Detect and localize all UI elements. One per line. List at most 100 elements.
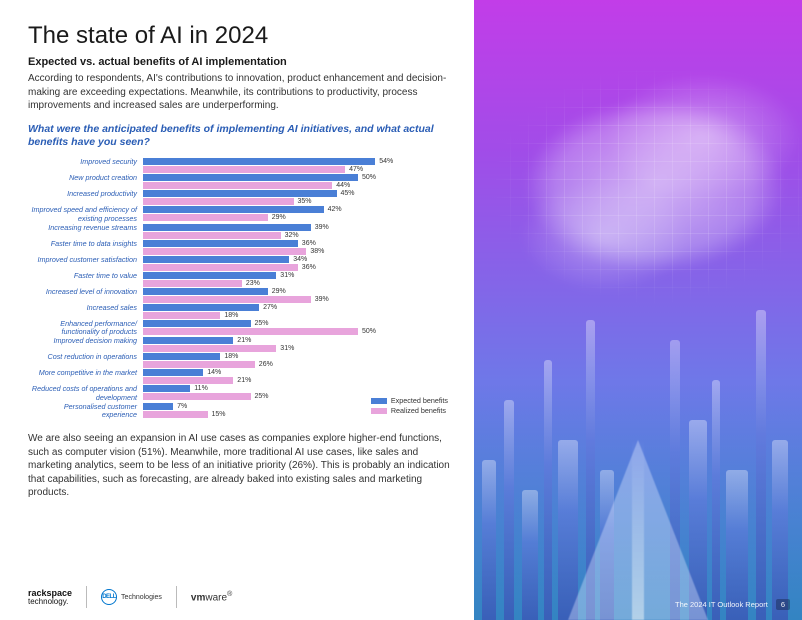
bar-expected: 27%: [143, 303, 456, 311]
bar-group: 34%36%: [143, 255, 456, 271]
bar-fill: [143, 288, 268, 295]
dell-logo-sub: Technologies: [121, 594, 162, 601]
bar-value: 7%: [177, 403, 187, 410]
category-label: Improved decision making: [28, 337, 143, 346]
bar-value: 50%: [362, 174, 376, 181]
vmware-logo: vmware®: [191, 591, 232, 603]
bar-group: 42%29%: [143, 206, 456, 222]
bar-value: 23%: [246, 280, 260, 287]
bar-value: 36%: [302, 240, 316, 247]
bar-realized: 39%: [143, 295, 456, 303]
bar-realized: 18%: [143, 311, 456, 319]
bar-fill: [143, 312, 220, 319]
bar-fill: [143, 272, 276, 279]
category-label: Enhanced performance/ functionality of p…: [28, 319, 143, 336]
bar-fill: [143, 206, 324, 213]
bar-value: 54%: [379, 158, 393, 165]
legend-swatch-realized: [371, 408, 387, 414]
bar-expected: 21%: [143, 337, 456, 345]
bar-value: 18%: [224, 312, 238, 319]
page-title: The state of AI in 2024: [28, 22, 456, 50]
bar-realized: 26%: [143, 361, 456, 369]
bar-realized: 31%: [143, 345, 456, 353]
bar-value: 47%: [349, 166, 363, 173]
bar-expected: 36%: [143, 239, 456, 247]
logo-divider: [86, 586, 87, 608]
chart-question: What were the anticipated benefits of im…: [28, 123, 448, 150]
bar-fill: [143, 411, 208, 418]
bar-expected: 11%: [143, 385, 456, 393]
bar-realized: 44%: [143, 182, 456, 190]
bar-fill: [143, 198, 294, 205]
category-label: Increased level of innovation: [28, 287, 143, 296]
chart-row: Improved speed and efficiency of existin…: [28, 206, 456, 223]
bar-value: 26%: [259, 361, 273, 368]
category-label: Reduced costs of operations and developm…: [28, 385, 143, 402]
bar-expected: 34%: [143, 255, 456, 263]
chart-row: Cost reduction in operations18%26%: [28, 353, 456, 369]
bar-value: 42%: [328, 206, 342, 213]
chart-row: Faster time to data insights36%38%: [28, 239, 456, 255]
bar-value: 14%: [207, 369, 221, 376]
bar-fill: [143, 182, 332, 189]
bar-value: 45%: [341, 190, 355, 197]
bar-expected: 29%: [143, 287, 456, 295]
report-name: The 2024 IT Outlook Report: [675, 600, 768, 609]
legend-swatch-expected: [371, 398, 387, 404]
bar-value: 44%: [336, 182, 350, 189]
bar-value: 11%: [194, 385, 208, 392]
bar-group: 29% 39%: [143, 287, 456, 303]
bar-fill: [143, 214, 268, 221]
bar-value: 21%: [237, 337, 251, 344]
dell-logo: DELL Technologies: [101, 589, 162, 605]
bar-value: 39%: [315, 224, 329, 231]
category-label: New product creation: [28, 174, 143, 183]
category-label: Faster time to value: [28, 271, 143, 280]
bar-fill: [143, 403, 173, 410]
bar-fill: [143, 393, 251, 400]
bar-group: 36%38%: [143, 239, 456, 255]
bar-realized: 32%: [143, 231, 456, 239]
legend-realized: Realized benefits: [371, 406, 448, 415]
page-number: 6: [776, 599, 790, 610]
bar-fill: [143, 174, 358, 181]
chart-row: Faster time to value31%23%: [28, 271, 456, 287]
chart-row: Improved customer satisfaction34%36%: [28, 255, 456, 271]
bar-group: 27% 18%: [143, 303, 456, 319]
chart-row: Increased sales27%18%: [28, 303, 456, 319]
chart-row: More competitive in the market14%21%: [28, 369, 456, 385]
bar-value: 18%: [224, 353, 238, 360]
content-column: The state of AI in 2024 Expected vs. act…: [0, 0, 474, 620]
bar-fill: [143, 158, 375, 165]
bar-fill: [143, 377, 233, 384]
page-footer: The 2024 IT Outlook Report 6: [675, 599, 790, 610]
bar-fill: [143, 369, 203, 376]
logo-footer: rackspace technology. DELL Technologies …: [28, 576, 456, 608]
bar-value: 39%: [315, 296, 329, 303]
chart-row: Improved decision making 21%31%: [28, 337, 456, 353]
bar-fill: [143, 264, 298, 271]
bar-value: 29%: [272, 288, 286, 295]
bar-group: 45% 35%: [143, 190, 456, 206]
bar-fill: [143, 248, 306, 255]
logo-divider: [176, 586, 177, 608]
bar-value: 34%: [293, 256, 307, 263]
bar-fill: [143, 232, 281, 239]
bar-expected: 39%: [143, 223, 456, 231]
category-label: More competitive in the market: [28, 369, 143, 378]
skyline-graphic: [474, 279, 802, 620]
bar-fill: [143, 240, 298, 247]
legend-expected: Expected benefits: [371, 396, 448, 405]
bar-value: 36%: [302, 264, 316, 271]
benefits-chart: Improved security54%47%New product creat…: [28, 158, 456, 420]
legend-label-realized: Realized benefits: [391, 406, 446, 415]
bar-fill: [143, 296, 311, 303]
bar-value: 35%: [298, 198, 312, 205]
category-label: Improved customer satisfaction: [28, 255, 143, 264]
bar-group: 31%23%: [143, 271, 456, 287]
bar-value: 27%: [263, 304, 277, 311]
bar-value: 15%: [212, 411, 226, 418]
bar-group: 50% 44%: [143, 174, 456, 190]
category-label: Increased productivity: [28, 190, 143, 199]
bar-group: 18% 26%: [143, 353, 456, 369]
